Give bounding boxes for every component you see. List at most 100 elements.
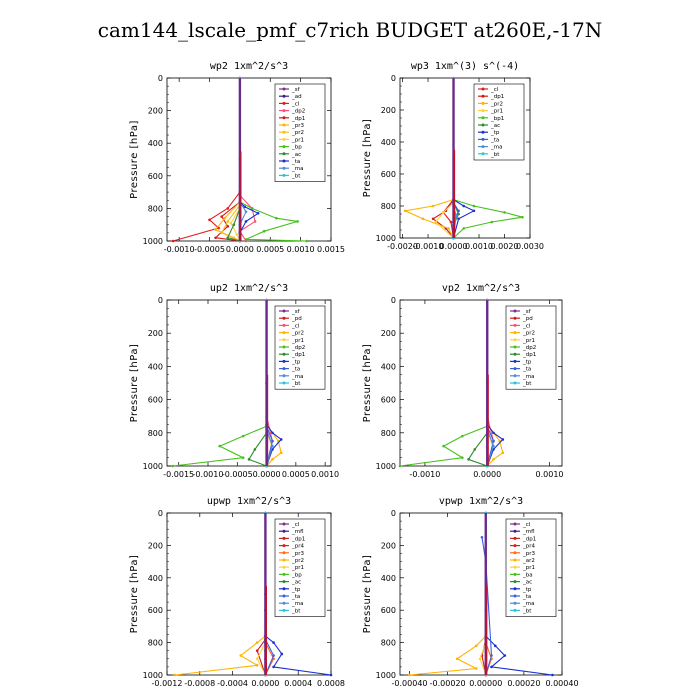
- wp3-data-point: [431, 217, 435, 221]
- wp2-legend-label: _sf: [291, 87, 301, 93]
- vp2-x-tick-label: -0.0010: [409, 470, 440, 479]
- vpwp-legend-label: _ar2: [522, 558, 535, 564]
- vp2-series-line-dp1: [467, 432, 488, 467]
- vpwp-legend-marker: [513, 522, 517, 526]
- wp2-x-tick-label: 0.0000: [226, 245, 254, 254]
- upwp-data-point: [272, 641, 275, 644]
- up2-data-point: [253, 448, 257, 451]
- vpwp-legend-marker: [513, 544, 517, 548]
- up2-legend-marker: [282, 359, 286, 363]
- wp3-legend-marker: [481, 109, 485, 113]
- vp2-legend-label: _ma: [522, 374, 534, 380]
- up2-legend-label: _dp1: [291, 352, 305, 358]
- vp2-legend-label: _dp1: [522, 352, 536, 358]
- vp2-chart-title: vp2 1xm^2/s^3: [442, 283, 520, 294]
- vp2-legend-label: _pd: [522, 316, 533, 322]
- up2-legend-marker: [282, 345, 286, 349]
- upwp-legend-marker: [282, 565, 286, 569]
- up2-legend-marker: [282, 338, 286, 342]
- vpwp-data-point: [490, 665, 493, 669]
- vpwp-data-point: [474, 644, 478, 648]
- vp2-legend-marker: [513, 374, 517, 378]
- up2-legend-marker: [282, 374, 286, 378]
- wp3-data-point: [454, 214, 458, 217]
- vpwp-data-point: [503, 654, 507, 657]
- wp2-legend-marker: [282, 137, 286, 141]
- vpwp-legend-marker: [513, 551, 517, 555]
- wp2-series-line-pr1: [230, 208, 241, 242]
- wp2-legend-label: _dp2: [291, 109, 305, 115]
- wp2-legend-label: _pr1: [291, 137, 304, 143]
- vp2-legend-marker: [513, 381, 517, 385]
- up2-y-tick-label: 400: [148, 362, 163, 371]
- wp2-data-point: [226, 207, 230, 210]
- wp2-legend-label: _bp: [291, 145, 302, 151]
- wp3-legend-label: _bt: [490, 152, 500, 158]
- wp2-legend-label: _dp1: [291, 116, 305, 122]
- vp2-y-tick-label: 600: [381, 396, 396, 405]
- upwp-legend-label: _dp1: [291, 536, 305, 542]
- wp2-data-point: [223, 216, 227, 220]
- upwp-y-tick-label: 200: [148, 541, 163, 550]
- up2-legend-marker: [282, 323, 286, 327]
- wp2-legend-label: _pr2: [291, 130, 304, 136]
- up2-data-point: [271, 444, 274, 448]
- up2-legend-label: _dp2: [291, 345, 305, 351]
- vpwp-legend-label: _mfl: [522, 529, 535, 535]
- vp2-legend-label: _cl: [522, 323, 531, 329]
- vpwp-legend-label: _bt: [522, 608, 532, 614]
- vpwp-x-tick-label: -0.00040: [392, 679, 428, 688]
- wp3-x-tick-label: 0.0020: [491, 242, 519, 251]
- upwp-legend-label: _bt: [291, 608, 301, 614]
- wp2-legend-label: _ta: [291, 159, 300, 165]
- wp2-y-tick-label: 200: [148, 107, 163, 116]
- wp3-legend-marker: [481, 145, 485, 149]
- upwp-legend-marker: [282, 551, 286, 555]
- wp3-legend-label: _ac: [490, 123, 500, 129]
- wp2-x-tick-label: 0.0005: [256, 245, 284, 254]
- up2-data-point: [241, 434, 245, 438]
- wp2-y-tick-label: 600: [148, 172, 163, 181]
- vp2-legend-marker: [513, 323, 517, 327]
- vpwp-y-tick-label: 0: [391, 509, 396, 518]
- wp3-data-point: [490, 220, 494, 224]
- up2-x-tick-label: 0.0005: [282, 470, 310, 479]
- vpwp-legend: [505, 518, 557, 617]
- wp3-legend-label: _pr2: [490, 101, 503, 107]
- vpwp-data-point: [455, 657, 459, 661]
- vp2-legend-label: _pr2: [522, 331, 535, 337]
- wp2-legend-marker: [282, 173, 286, 177]
- upwp-legend-label: _pr4: [291, 544, 305, 550]
- up2-legend-marker: [282, 367, 286, 371]
- up2-data-point: [271, 439, 274, 443]
- wp2-y-tick-label: 800: [148, 204, 163, 213]
- vp2-data-point: [467, 458, 470, 461]
- upwp-x-tick-label: -0.0004: [217, 679, 248, 688]
- up2-x-tick-label: 0.0000: [253, 470, 281, 479]
- vp2-legend-label: _dp2: [522, 345, 536, 351]
- upwp-legend-marker: [282, 608, 286, 612]
- vpwp-y-tick-label: 600: [381, 606, 396, 615]
- upwp-legend-marker: [282, 558, 286, 562]
- vpwp-legend-label: _pr1: [522, 565, 535, 571]
- wp2-legend-label: _ac: [291, 152, 301, 158]
- wp2-legend-label: _cl: [291, 101, 300, 107]
- vp2-y-axis-label: Pressure [hPa]: [362, 344, 373, 423]
- wp2-data-point: [214, 236, 217, 240]
- wp3-data-point: [421, 217, 425, 221]
- vpwp-legend-label: _ta: [522, 594, 531, 600]
- vpwp-chart-title: vpwp 1xm^2/s^3: [439, 496, 523, 507]
- wp3-legend-marker: [481, 137, 485, 141]
- up2-data-point: [247, 458, 251, 461]
- upwp-legend-label: _cl: [291, 522, 300, 528]
- vpwp-data-point: [480, 536, 484, 539]
- wp2-data-point: [214, 228, 217, 231]
- wp3-data-point: [472, 204, 476, 208]
- up2-data-point: [171, 464, 175, 468]
- upwp-legend-label: _bp: [291, 572, 302, 578]
- wp3-chart-title: wp3 1xm^(3) s^(-4): [411, 61, 519, 72]
- upwp-chart-title: upwp 1xm^2/s^3: [207, 496, 291, 507]
- upwp-y-tick-label: 800: [148, 639, 163, 648]
